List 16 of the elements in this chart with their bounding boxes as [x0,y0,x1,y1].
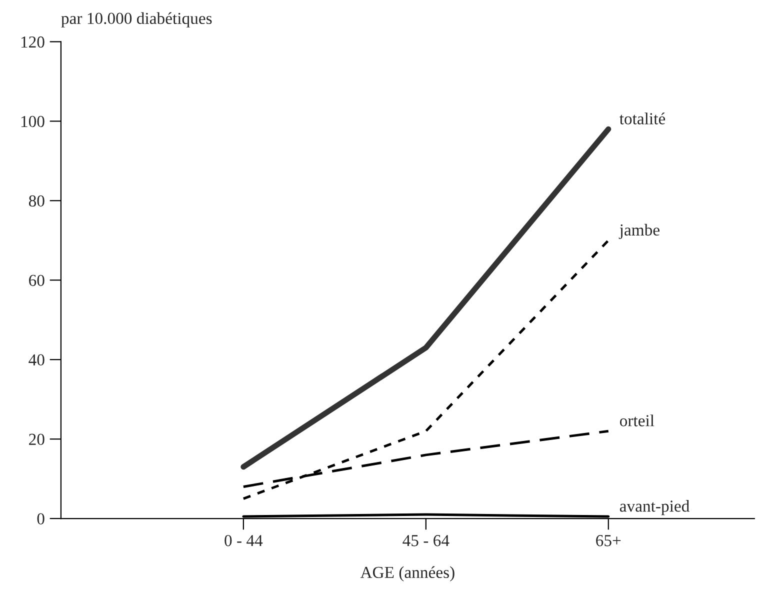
y-tick-label: 80 [28,195,44,207]
series-label: totalité [620,112,666,124]
x-tick-label: 65+ [596,535,621,546]
x-tick-label: 0 - 44 [224,534,263,546]
y-tick-label: 100 [21,116,44,128]
y-tick-label: 20 [29,434,44,445]
y-tick-label: 40 [28,354,44,366]
y-tick-label: 0 [37,513,44,524]
y-axis-title: par 10.000 diabétiques [61,12,212,28]
series-label: jambe [618,224,660,239]
series-label: avant-pied [620,500,690,516]
x-axis-title: AGE (années) [360,566,454,582]
x-tick-label: 45 - 64 [402,535,450,546]
y-tick-label: 60 [29,274,44,286]
series-label: orteil [620,414,654,426]
y-tick-label: 120 [21,36,44,48]
